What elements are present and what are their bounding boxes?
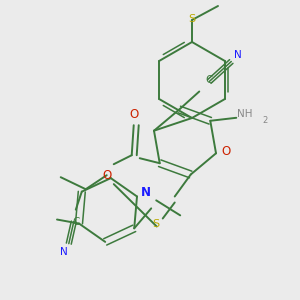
Text: N: N bbox=[234, 50, 242, 59]
Text: C: C bbox=[206, 74, 213, 85]
Text: NH: NH bbox=[236, 109, 252, 119]
Text: S: S bbox=[188, 14, 196, 24]
Text: O: O bbox=[102, 169, 111, 182]
Text: O: O bbox=[129, 108, 138, 121]
Text: O: O bbox=[221, 145, 231, 158]
Text: S: S bbox=[152, 220, 159, 230]
Text: 2: 2 bbox=[263, 116, 268, 125]
Text: N: N bbox=[60, 247, 68, 256]
Text: N: N bbox=[141, 186, 151, 199]
Text: C: C bbox=[72, 217, 80, 226]
